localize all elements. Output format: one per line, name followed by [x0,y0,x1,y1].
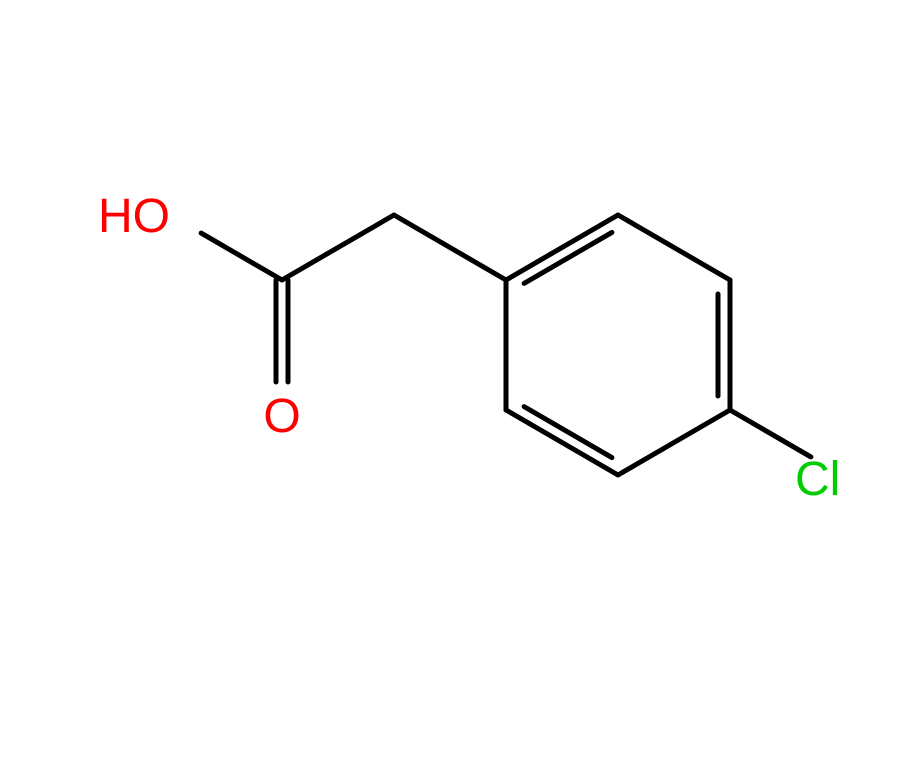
atom-label: HO [98,190,170,243]
molecule-diagram: HO O Cl [0,0,897,777]
atom-label: Cl [795,453,840,506]
atom-label: O [263,390,300,443]
